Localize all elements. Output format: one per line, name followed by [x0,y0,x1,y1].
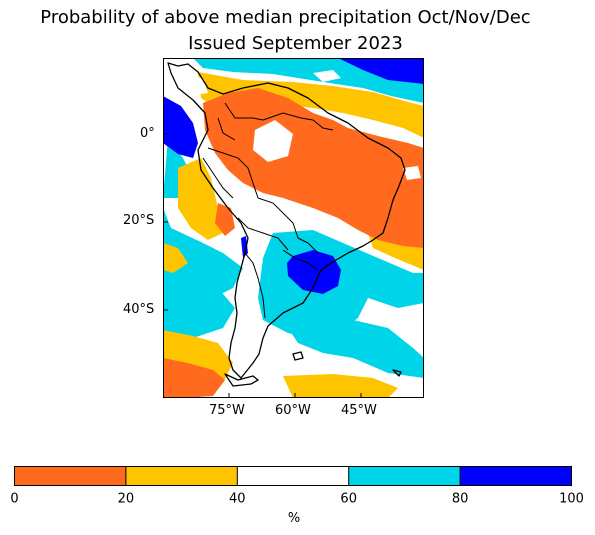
colorbar-bin-4 [460,466,572,486]
precipitation-probability-map [163,58,424,398]
lon-tick-60w: 60°W [275,403,311,418]
colorbar-bin-1 [125,466,238,486]
prob-80-100-regions [163,58,424,294]
prob-40-60-regions [178,70,421,180]
colorbar-tick-label-5: 100 [559,492,584,507]
lat-tick-0: 0° [140,126,155,141]
map-ticks [163,133,362,398]
chart-title-line1: Probability of above median precipitatio… [40,7,531,28]
colorbar-bin-3 [348,466,461,486]
colorbar-tick-label-1: 20 [118,492,135,507]
colorbar-tick-label-2: 40 [229,492,246,507]
colorbar: 0 20 40 60 80 100 % [10,466,584,526]
chart-title-line2: Issued September 2023 [188,33,403,54]
map-frame [163,58,424,398]
colorbar-tick-label-3: 60 [340,492,357,507]
colorbar-label: % [288,511,300,526]
colorbar-bin-2 [237,466,349,486]
colorbar-tick-label-4: 80 [452,492,469,507]
colorbar-tick-label-0: 0 [10,492,18,507]
lat-tick-20s: 20°S [123,213,155,228]
lon-tick-75w: 75°W [209,403,245,418]
coastline-outline [167,62,406,387]
colorbar-bin-0 [14,466,126,486]
country-borders [202,102,334,319]
lat-tick-40s: 40°S [123,302,155,317]
lon-tick-45w: 45°W [341,403,377,418]
